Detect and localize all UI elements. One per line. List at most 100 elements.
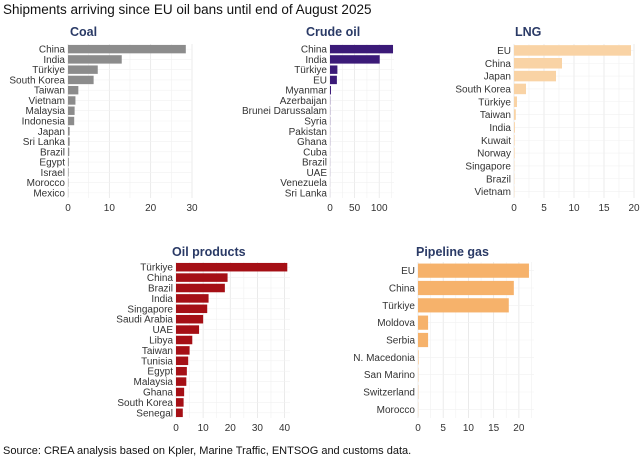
oil-products-tick-label: 10 bbox=[198, 423, 210, 434]
pipeline-gas-tick-label: 15 bbox=[488, 423, 500, 434]
oil-products-title: Oil products bbox=[172, 245, 246, 259]
crude-oil-category-label: Myanmar bbox=[285, 86, 327, 97]
coal-bar-sri-lanka bbox=[68, 137, 70, 146]
coal-bar-taiwan bbox=[68, 85, 79, 95]
lng-category-label: Singapore bbox=[465, 161, 511, 172]
chart-main-title: Shipments arriving since EU oil bans unt… bbox=[3, 2, 372, 17]
crude-oil-panel: Crude oil 0 50 100 ChinaIndiaTürkiyeEUMyanma… bbox=[242, 25, 394, 214]
crude-oil-category-label: Sri Lanka bbox=[285, 188, 328, 199]
oil-products-category-label: Malaysia bbox=[134, 377, 174, 388]
pipeline-gas-tick-label: 5 bbox=[440, 423, 446, 434]
lng-category-label: EU bbox=[497, 46, 511, 57]
coal-bar-malaysia bbox=[68, 106, 75, 115]
lng-tick-label: 10 bbox=[568, 203, 580, 214]
oil-products-category-label: Saudi Arabia bbox=[116, 315, 173, 326]
coal-tick-label: 0 bbox=[65, 203, 71, 214]
lng-category-label: Türkiye bbox=[478, 97, 511, 108]
oil-products-bar-brazil bbox=[176, 283, 225, 293]
coal-category-label: Morocco bbox=[27, 178, 66, 189]
lng-category-label: China bbox=[485, 59, 512, 70]
pipeline-gas-bar-moldova bbox=[418, 315, 429, 330]
coal-category-label: Taiwan bbox=[34, 86, 65, 97]
coal-bar-brazil bbox=[68, 147, 70, 157]
coal-category-label: China bbox=[39, 45, 66, 56]
oil-products-tick-label: 40 bbox=[279, 423, 291, 434]
crude-oil-category-label: China bbox=[301, 45, 328, 56]
oil-products-bar-india bbox=[176, 294, 209, 303]
lng-bar-japan bbox=[514, 70, 556, 82]
oil-products-tick-label: 30 bbox=[252, 423, 264, 434]
oil-products-category-label: UAE bbox=[152, 325, 173, 336]
pipeline-gas-tick-label: 20 bbox=[513, 423, 525, 434]
oil-products-bar-senegal bbox=[176, 408, 183, 418]
lng-tick-label: 5 bbox=[541, 203, 547, 214]
crude-oil-category-label: UAE bbox=[306, 168, 327, 179]
coal-tick-label: 20 bbox=[145, 203, 157, 214]
oil-products-category-label: Ghana bbox=[143, 388, 173, 399]
oil-products-bar-egypt bbox=[176, 366, 187, 376]
oil-products-bar-ghana bbox=[176, 387, 185, 397]
crude-oil-bar-eu bbox=[330, 75, 337, 85]
pipeline-gas-title: Pipeline gas bbox=[416, 245, 489, 259]
source-note: Source: CREA analysis based on Kpler, Ma… bbox=[3, 445, 412, 457]
crude-oil-bar-turkiye bbox=[330, 65, 338, 74]
lng-tick-label: 0 bbox=[511, 203, 517, 214]
coal-category-label: India bbox=[43, 55, 65, 66]
oil-products-bar-malaysia bbox=[176, 377, 187, 386]
oil-products-panel: Oil products 0 10 20 30 40 TürkiyeChinaBrazilI… bbox=[116, 245, 291, 434]
oil-products-bar-turkiye bbox=[176, 262, 288, 272]
lng-category-label: Norway bbox=[477, 149, 511, 160]
coal-tick-label: 10 bbox=[104, 203, 116, 214]
pipeline-gas-bar-turkiye bbox=[418, 298, 509, 313]
lng-category-label: Vietnam bbox=[474, 187, 511, 198]
crude-oil-category-label: Ghana bbox=[297, 137, 327, 148]
lng-category-label: Brazil bbox=[486, 174, 511, 185]
oil-products-bar-tunisia bbox=[176, 356, 189, 366]
coal-bar-vietnam bbox=[68, 96, 76, 105]
coal-bar-india bbox=[68, 55, 122, 64]
oil-products-tick-label: 0 bbox=[173, 423, 179, 434]
oil-products-bar-south-korea bbox=[176, 398, 184, 407]
coal-bar-israel bbox=[68, 168, 69, 177]
crude-oil-tick-label: 0 bbox=[327, 203, 333, 214]
coal-category-label: Sri Lanka bbox=[23, 137, 66, 148]
coal-category-label: Vietnam bbox=[28, 96, 65, 107]
oil-products-category-label: Türkiye bbox=[140, 263, 173, 274]
lng-bar-china bbox=[514, 57, 562, 69]
coal-category-label: Japan bbox=[38, 127, 65, 138]
crude-oil-category-label: Cuba bbox=[303, 147, 327, 158]
crude-oil-category-label: Brazil bbox=[302, 158, 327, 169]
lng-title: LNG bbox=[515, 25, 541, 39]
coal-category-label: Brazil bbox=[40, 147, 65, 158]
coal-category-label: Israel bbox=[41, 168, 65, 179]
pipeline-gas-category-label: Moldova bbox=[377, 318, 415, 329]
pipeline-gas-tick-label: 0 bbox=[415, 423, 421, 434]
lng-bar-south-korea bbox=[514, 83, 526, 95]
pipeline-gas-panel: Pipeline gas 0 5 10 15 20 EU China Türkiye Moldov… bbox=[353, 245, 534, 434]
oil-products-bar-saudi-arabia bbox=[176, 314, 204, 324]
lng-category-label: Taiwan bbox=[480, 110, 511, 121]
coal-bar-south-korea bbox=[68, 75, 94, 85]
lng-category-label: India bbox=[489, 123, 511, 134]
crude-oil-category-label: Pakistan bbox=[289, 127, 327, 138]
lng-category-label: Kuwait bbox=[481, 136, 511, 147]
oil-products-bar-taiwan bbox=[176, 346, 190, 355]
pipeline-gas-category-label: Switzerland bbox=[363, 388, 415, 399]
coal-bar-turkiye bbox=[68, 65, 98, 74]
crude-oil-tick-label: 100 bbox=[371, 203, 388, 214]
pipeline-gas-category-label: N. Macedonia bbox=[353, 353, 415, 364]
crude-oil-category-label: India bbox=[305, 55, 327, 66]
coal-category-label: Indonesia bbox=[22, 117, 66, 128]
coal-category-label: Malaysia bbox=[26, 106, 66, 117]
crude-oil-category-label: Venezuela bbox=[280, 178, 327, 189]
oil-products-category-label: Tunisia bbox=[141, 356, 173, 367]
lng-bar-india bbox=[514, 122, 515, 133]
crude-oil-bar-myanmar bbox=[330, 85, 331, 95]
lng-bar-turkiye bbox=[514, 96, 517, 108]
lng-bar-norway bbox=[514, 147, 515, 159]
pipeline-gas-category-label: San Marino bbox=[364, 370, 416, 381]
oil-products-category-label: Senegal bbox=[136, 408, 173, 419]
coal-bar-japan bbox=[68, 127, 70, 136]
pipeline-gas-category-label: China bbox=[389, 284, 416, 295]
